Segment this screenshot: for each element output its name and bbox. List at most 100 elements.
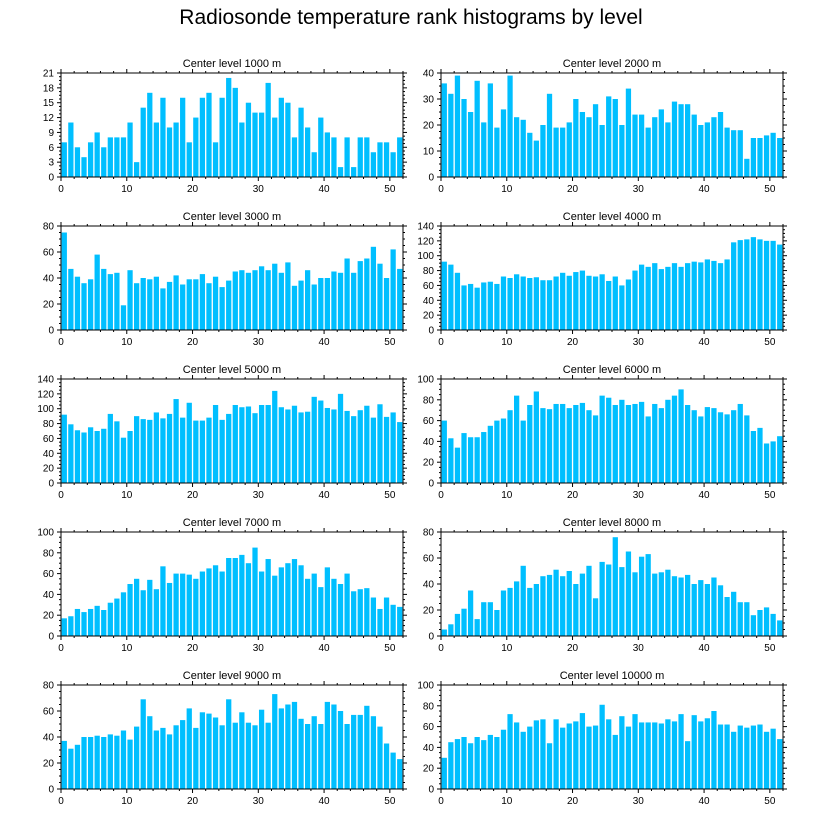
bar — [625, 279, 632, 330]
bar — [61, 142, 67, 177]
bar — [467, 112, 474, 177]
bar — [487, 425, 493, 483]
x-tick-label: 20 — [567, 490, 579, 501]
y-tick-label: 0 — [428, 785, 434, 796]
bar — [74, 276, 81, 330]
bar — [390, 604, 396, 636]
bar — [318, 400, 324, 483]
bar — [180, 417, 186, 483]
bar — [305, 411, 311, 483]
x-tick-label: 20 — [187, 796, 199, 807]
bar — [678, 104, 684, 177]
bar — [586, 410, 592, 483]
bar — [454, 739, 461, 789]
y-tick-label: 80 — [43, 681, 55, 692]
bar — [467, 283, 474, 330]
bar — [540, 280, 546, 330]
bar — [147, 579, 153, 636]
bar — [68, 748, 74, 789]
panel-7: Center level 7000 m 0 20 40 60 80 100 0 10 20 30 40… — [37, 517, 407, 654]
bar — [717, 724, 724, 789]
y-tick-label: 0 — [48, 479, 54, 490]
y-tick-label: 100 — [37, 528, 54, 539]
bar — [318, 724, 324, 789]
bar — [226, 413, 232, 483]
bar — [763, 135, 770, 177]
bar — [377, 726, 383, 789]
bar — [285, 563, 291, 636]
y-tick-label: 0 — [48, 173, 54, 184]
bar — [441, 261, 447, 330]
bar — [553, 569, 559, 636]
bar — [625, 88, 632, 177]
y-tick-label: 20 — [423, 121, 435, 132]
panel-1: Center level 1000 m 0 3 6 9 12 15 18 21 0 10 20 30 40… — [43, 58, 407, 195]
bar — [777, 244, 783, 330]
y-tick-label: 0 — [428, 632, 434, 643]
bar — [94, 605, 100, 636]
bar — [777, 138, 783, 177]
bar — [467, 437, 474, 483]
bar — [81, 737, 87, 789]
bar — [474, 619, 480, 636]
bar — [770, 441, 776, 483]
bar — [390, 152, 396, 177]
bar — [173, 275, 179, 330]
x-tick-label: 10 — [501, 643, 513, 654]
x-tick-label: 20 — [187, 490, 199, 501]
bar — [278, 708, 284, 789]
bar — [566, 571, 572, 636]
bar — [337, 167, 344, 177]
bar — [245, 102, 252, 177]
bar — [750, 725, 757, 789]
x-tick-label: 10 — [121, 337, 133, 348]
bar — [351, 591, 357, 636]
bar — [68, 122, 74, 177]
bar — [101, 268, 107, 330]
bar — [272, 694, 278, 789]
x-tick-label: 10 — [501, 184, 513, 195]
panel-2: Center level 2000 m 0 10 20 30 40 0 10 20 30 40 50 — [423, 58, 787, 195]
y-tick-label: 60 — [43, 569, 55, 580]
x-tick-label: 30 — [633, 184, 645, 195]
bar — [454, 75, 461, 177]
y-tick-label: 100 — [417, 251, 434, 262]
bar — [665, 569, 671, 636]
bar — [665, 719, 671, 789]
bar — [351, 272, 357, 330]
bar — [671, 395, 678, 483]
x-tick-label: 20 — [187, 184, 199, 195]
bar — [81, 432, 87, 483]
bar — [390, 412, 396, 483]
bar — [731, 130, 737, 177]
bar — [351, 167, 357, 177]
y-tick-label: 40 — [423, 437, 435, 448]
bar — [731, 731, 737, 789]
bar — [239, 554, 245, 636]
y-tick-label: 20 — [43, 464, 55, 475]
y-tick-label: 40 — [43, 733, 55, 744]
bar — [454, 447, 461, 483]
bar — [777, 436, 783, 483]
bar — [285, 704, 291, 789]
bar — [291, 559, 298, 636]
bar — [685, 574, 691, 636]
bar — [291, 701, 298, 789]
x-tick-label: 50 — [764, 490, 776, 501]
bar — [357, 261, 363, 330]
y-tick-label: 80 — [423, 528, 435, 539]
bar — [606, 397, 612, 483]
bar — [533, 277, 539, 330]
y-tick-label: 60 — [423, 281, 435, 292]
bar — [507, 75, 513, 177]
bar — [579, 270, 586, 330]
bar — [232, 271, 238, 330]
bar — [619, 716, 625, 789]
bar — [717, 112, 724, 177]
panel-title: Center level 10000 m — [560, 670, 665, 682]
bar — [520, 420, 526, 483]
bar — [147, 279, 153, 330]
bar — [199, 712, 206, 789]
bar — [461, 608, 467, 636]
bar — [357, 589, 363, 636]
